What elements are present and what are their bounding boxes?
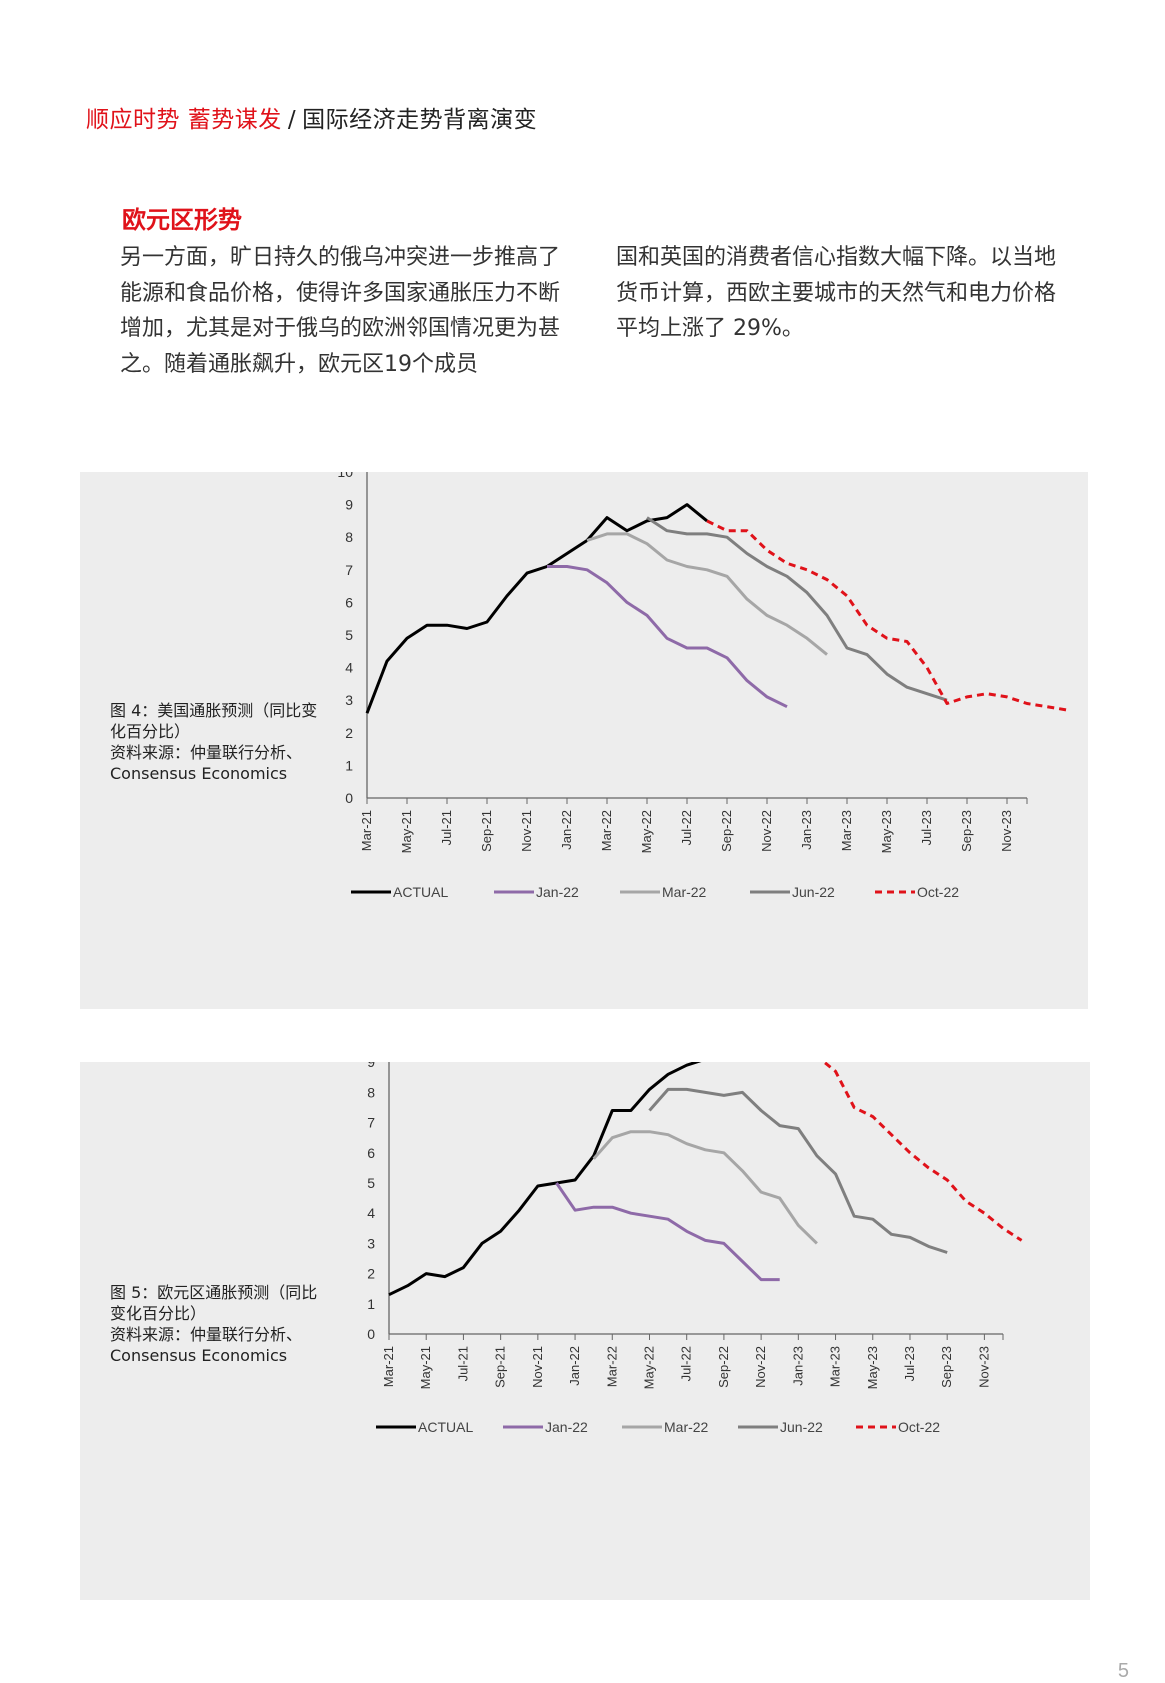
x-tick-label: Sep-21 bbox=[479, 810, 494, 852]
y-tick-label: 3 bbox=[345, 692, 353, 708]
figure-caption: 图 4：美国通胀预测（同比变化百分比） 资料来源：仲量联行分析、Consensu… bbox=[110, 700, 320, 784]
header-chapter-title: 国际经济走势背离演变 bbox=[302, 107, 538, 133]
x-tick-label: May-23 bbox=[879, 810, 894, 853]
x-tick-label: Mar-23 bbox=[828, 1346, 843, 1387]
x-tick-label: May-23 bbox=[865, 1346, 880, 1389]
legend-label: ACTUAL bbox=[393, 884, 448, 900]
series-line-jun-22 bbox=[646, 516, 948, 702]
x-tick-label: Mar-23 bbox=[839, 810, 854, 851]
figure-panel-us-inflation: 图 4：美国通胀预测（同比变化百分比） 资料来源：仲量联行分析、Consensu… bbox=[80, 472, 1088, 1009]
y-tick-label: 1 bbox=[345, 757, 353, 773]
x-tick-label: Jan-22 bbox=[567, 1346, 582, 1386]
page-number: 5 bbox=[1117, 1660, 1129, 1682]
x-tick-label: Nov-21 bbox=[519, 810, 534, 852]
x-tick-label: Jul-22 bbox=[679, 1346, 694, 1381]
x-tick-label: Nov-23 bbox=[976, 1346, 991, 1388]
series-line-actual bbox=[365, 503, 708, 714]
x-tick-label: Jan-23 bbox=[799, 810, 814, 850]
y-tick-label: 9 bbox=[367, 1062, 375, 1070]
x-tick-label: Jul-23 bbox=[902, 1346, 917, 1381]
y-tick-label: 10 bbox=[337, 472, 353, 480]
figure-panel-eurozone-inflation: 图 5：欧元区通胀预测（同比变化百分比） 资料来源：仲量联行分析、Consens… bbox=[80, 1062, 1090, 1600]
series-line-jun-22 bbox=[648, 1087, 948, 1254]
figure-caption-title: 图 5：欧元区通胀预测（同比变化百分比） bbox=[110, 1283, 318, 1323]
series-line-oct-22 bbox=[706, 519, 1068, 712]
legend-label: Jan-22 bbox=[545, 1419, 588, 1435]
legend-label: Mar-22 bbox=[664, 1419, 709, 1435]
figure-caption-title: 图 4：美国通胀预测（同比变化百分比） bbox=[110, 701, 318, 741]
y-tick-label: 8 bbox=[345, 529, 353, 545]
series-line-mar-22 bbox=[592, 1130, 818, 1245]
y-tick-label: 4 bbox=[367, 1205, 375, 1221]
x-tick-label: Nov-22 bbox=[753, 1346, 768, 1388]
y-tick-label: 7 bbox=[345, 562, 353, 578]
x-tick-label: Mar-22 bbox=[599, 810, 614, 851]
y-tick-label: 4 bbox=[345, 660, 353, 676]
legend-label: Jun-22 bbox=[780, 1419, 823, 1435]
x-tick-label: Sep-22 bbox=[716, 1346, 731, 1388]
y-tick-label: 5 bbox=[345, 627, 353, 643]
figure-caption: 图 5：欧元区通胀预测（同比变化百分比） 资料来源：仲量联行分析、Consens… bbox=[110, 1282, 320, 1366]
series-line-jan-22 bbox=[547, 565, 788, 709]
x-tick-label: May-22 bbox=[639, 810, 654, 853]
header-separator: / bbox=[287, 107, 297, 133]
x-tick-label: Nov-23 bbox=[999, 810, 1014, 852]
y-tick-label: 7 bbox=[367, 1115, 375, 1131]
y-tick-label: 0 bbox=[367, 1326, 375, 1342]
y-tick-label: 6 bbox=[345, 594, 353, 610]
y-tick-label: 0 bbox=[345, 790, 353, 806]
y-tick-label: 3 bbox=[367, 1235, 375, 1251]
x-tick-label: Nov-21 bbox=[530, 1346, 545, 1388]
y-tick-label: 2 bbox=[345, 725, 353, 741]
x-tick-label: Mar-21 bbox=[381, 1346, 396, 1387]
x-tick-label: Jan-23 bbox=[790, 1346, 805, 1386]
header-report-title: 顺应时势 蓄势谋发 bbox=[86, 107, 282, 133]
series-line-mar-22 bbox=[586, 532, 828, 656]
y-tick-label: 5 bbox=[367, 1175, 375, 1191]
legend-label: Oct-22 bbox=[917, 884, 959, 900]
x-tick-label: Jul-23 bbox=[919, 810, 934, 845]
x-tick-label: Sep-23 bbox=[939, 1346, 954, 1388]
y-tick-label: 6 bbox=[367, 1145, 375, 1161]
series-line-actual bbox=[388, 1062, 702, 1297]
x-tick-label: Sep-22 bbox=[719, 810, 734, 852]
us-inflation-forecast-chart: 0 1 2 3 4 5 6 7 8 9 10 Mar-21 May-21 Jul-21 Sep-21 Nov-… bbox=[337, 472, 1068, 900]
x-tick-label: Sep-23 bbox=[959, 810, 974, 852]
figure-caption-source: 资料来源：仲量联行分析、Consensus Economics bbox=[110, 743, 303, 783]
x-tick-label: May-22 bbox=[641, 1346, 656, 1389]
x-tick-label: Mar-21 bbox=[359, 810, 374, 851]
legend-label: Mar-22 bbox=[662, 884, 707, 900]
x-tick-label: Mar-22 bbox=[604, 1346, 619, 1387]
y-tick-label: 8 bbox=[367, 1084, 375, 1100]
body-paragraph-left: 另一方面，旷日持久的俄乌冲突进一步推高了能源和食品价格，使得许多国家通胀压力不断… bbox=[120, 245, 561, 377]
y-tick-label: 2 bbox=[367, 1266, 375, 1282]
body-paragraph-right: 国和英国的消费者信心指数大幅下降。以当地货币计算，西欧主要城市的天然气和电力价格… bbox=[616, 245, 1057, 341]
x-tick-label: Jul-22 bbox=[679, 810, 694, 845]
page-header: 顺应时势 蓄势谋发 / 国际经济走势背离演变 bbox=[86, 100, 537, 134]
y-tick-label: 9 bbox=[345, 497, 353, 513]
x-tick-label: Jul-21 bbox=[455, 1346, 470, 1381]
legend-label: Jun-22 bbox=[792, 884, 835, 900]
series-line-oct-22 bbox=[821, 1062, 1023, 1242]
x-tick-label: Jul-21 bbox=[439, 810, 454, 845]
legend-label: Oct-22 bbox=[898, 1419, 940, 1435]
y-tick-label: 1 bbox=[367, 1296, 375, 1312]
x-tick-label: Jan-22 bbox=[559, 810, 574, 850]
x-tick-label: Sep-21 bbox=[493, 1346, 508, 1388]
x-tick-label: May-21 bbox=[399, 810, 414, 853]
series-line-jan-22 bbox=[555, 1182, 780, 1282]
eurozone-inflation-forecast-chart: 012345678910Mar-21May-21Jul-21Sep-21Nov-… bbox=[367, 1062, 1023, 1435]
legend-label: Jan-22 bbox=[536, 884, 579, 900]
section-title: 欧元区形势 bbox=[122, 206, 242, 234]
x-tick-label: May-21 bbox=[418, 1346, 433, 1389]
x-tick-label: Nov-22 bbox=[759, 810, 774, 852]
legend-label: ACTUAL bbox=[418, 1419, 473, 1435]
figure-caption-source: 资料来源：仲量联行分析、Consensus Economics bbox=[110, 1325, 303, 1365]
